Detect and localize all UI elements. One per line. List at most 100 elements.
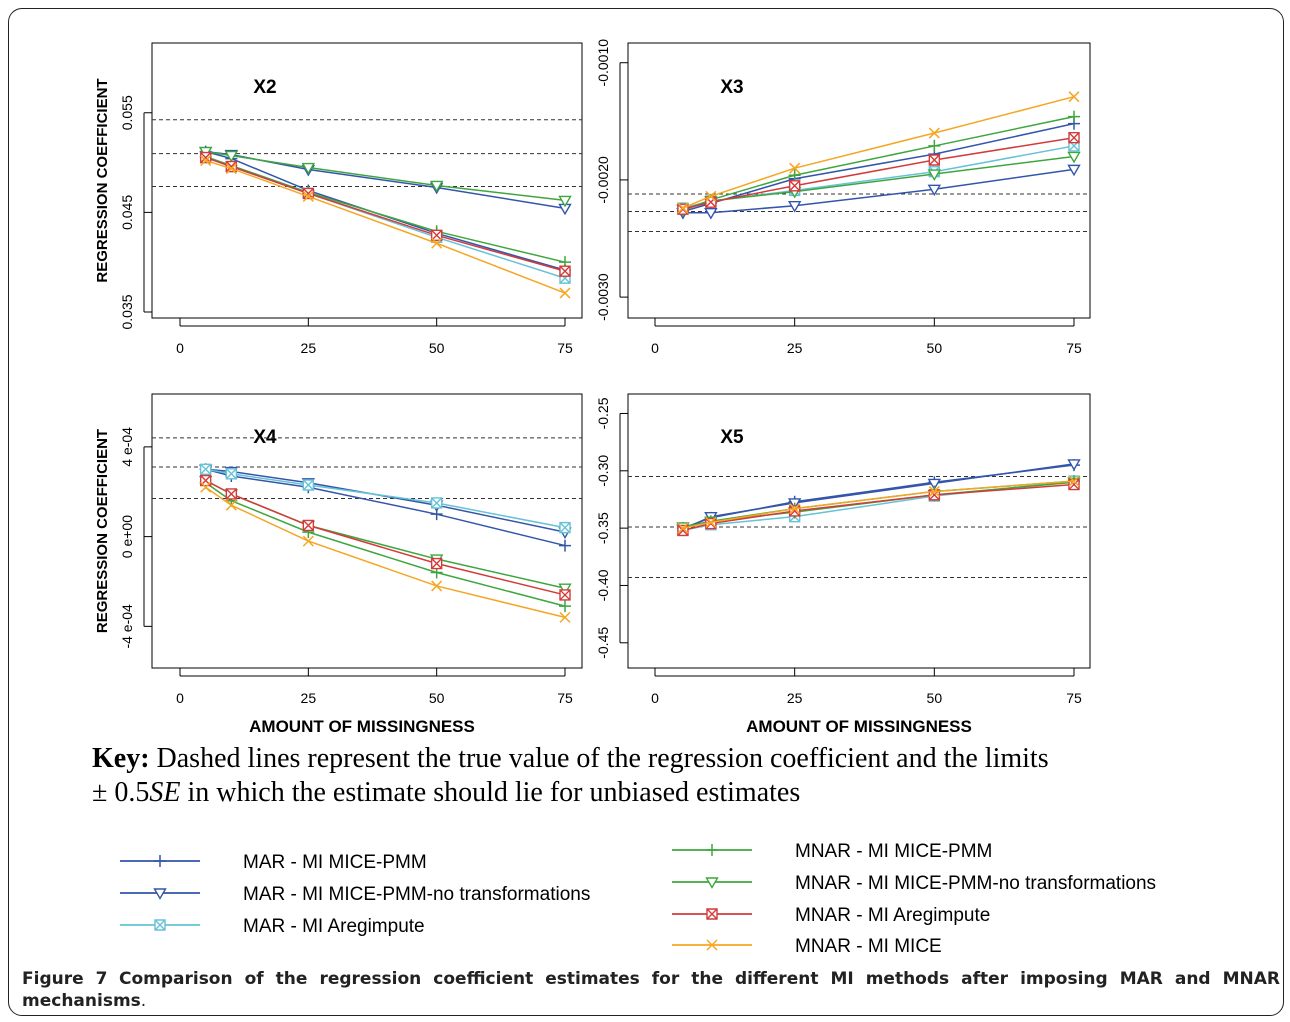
y-tick-label: 0.045 [119,195,135,230]
legend-item: MNAR - MI MICE [672,936,942,957]
x-tick-label: 75 [557,690,573,706]
y-tick-label: -0.0010 [595,39,611,87]
data-point [302,479,315,491]
plot-frame [627,393,1091,669]
legend-label: MNAR - MI Aregimpute [795,905,990,926]
legend-item: MNAR - MI MICE-PMM-no transformations [672,873,1156,894]
data-point [224,150,239,163]
key-label: Key: [92,743,150,774]
y-tick-label: -0.40 [595,569,611,601]
series-line [205,486,566,619]
series-mar_pmm_nt [198,146,572,216]
legend-marker [154,855,166,867]
y-tick-label: -4 e-04 [119,604,135,649]
data-point [559,589,571,601]
series-mnar_mice [677,91,1080,214]
data-point [788,505,801,517]
data-point [928,154,941,166]
series-mnar_areg [199,151,571,277]
y-tick-label: 0 e+00 [119,515,135,558]
data-point [705,196,717,208]
plot-frame [151,42,583,319]
x-tick-label: 75 [1066,340,1082,356]
series-mnar_pmm [199,476,571,613]
data-point [787,200,802,213]
legend-item: MAR - MI Aregimpute [120,916,425,937]
plot-frame [151,393,583,669]
series-mnar_pmm_nt [198,475,572,596]
x-tick-label: 50 [927,690,943,706]
data-point [1068,132,1080,144]
series-mnar_mice [200,481,571,623]
figure-caption: Figure 7 Comparison of the regression co… [22,968,1280,1012]
caption-end: . [140,991,147,1011]
data-point [559,600,571,613]
x-tick-label: 50 [429,690,445,706]
key-line2: in which the estimate should lie for unb… [180,777,801,808]
y-tick-label: -0.30 [595,455,611,487]
series-mnar_areg [677,132,1080,215]
y-tick-label: -0.25 [595,397,611,429]
legend-item: MNAR - MI Aregimpute [672,905,990,926]
legend-item: MAR - MI MICE-PMM [120,852,427,873]
series-line [682,136,1075,210]
data-point [789,162,801,174]
series-mar_pmm [676,117,1080,218]
data-point [200,155,212,167]
legend-label: MAR - MI Aregimpute [243,916,425,937]
data-point [225,163,237,175]
series-mnar_areg [677,478,1080,537]
data-point [704,208,718,220]
legend-label: MNAR - MI MICE-PMM-no transformations [795,873,1156,894]
caption-figure-number: Figure 7 [22,969,108,989]
data-point [430,229,443,241]
data-point [430,497,443,509]
series-line [205,155,566,263]
data-point [1067,459,1081,471]
data-point [302,190,314,202]
y-tick-label: -0.0030 [595,273,611,321]
data-point [677,203,689,215]
series-line [205,150,566,271]
legend-marker [705,877,719,889]
legend-label: MAR - MI MICE-PMM [243,852,427,873]
legend-item: MNAR - MI MICE-PMM [672,841,992,862]
data-point [1068,478,1080,491]
legend-marker [153,888,167,900]
plot-frame [627,42,1091,319]
data-point [559,521,571,534]
data-point [200,481,212,493]
y-axis-title: REGRESSION COEFFICIENT [94,429,111,633]
key-pm: ± 0.5 [92,777,150,808]
data-point [559,287,571,299]
x-tick-label: 25 [787,690,803,706]
legend-marker [706,908,718,920]
data-point [1068,475,1080,487]
data-point [677,522,689,534]
data-point [302,535,314,547]
series-mnar_areg [199,474,571,601]
data-point [199,463,212,476]
series-mnar_pmm_nt [676,151,1081,217]
series-line [205,468,566,547]
legend-label: MAR - MI MICE-PMM-no transformations [243,884,590,905]
data-point [927,478,942,491]
data-point [430,557,443,570]
chart-panel-x3: X3 0 25 50 75 -0.0030 -0.0020 -0.0010 [595,39,1091,356]
data-point [431,237,443,249]
panel-title: X5 [720,427,744,448]
series-mar_pmm_nt [198,464,572,540]
data-point [431,580,443,592]
y-tick-label: 0.055 [119,95,135,130]
data-point [559,539,571,552]
series-mnar_mice [677,475,1080,534]
series-line [682,122,1075,213]
data-point [789,503,801,515]
x-axis-title: AMOUNT OF MISSINGNESS [249,717,475,736]
data-point [1068,91,1080,103]
legend-marker [706,939,718,951]
data-point [705,517,717,530]
x-tick-label: 75 [1066,690,1082,706]
